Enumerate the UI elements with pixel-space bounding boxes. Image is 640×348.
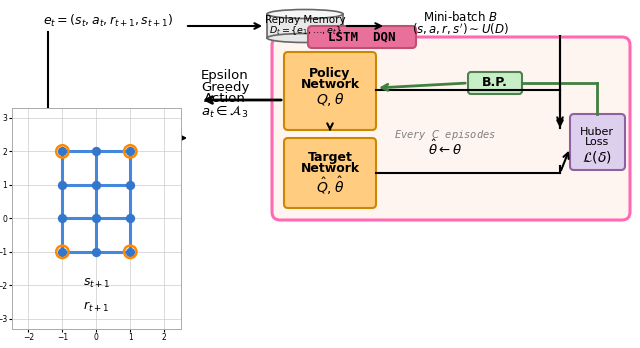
Text: Huber: Huber — [580, 127, 614, 137]
Text: Epsilon: Epsilon — [201, 70, 249, 82]
Polygon shape — [267, 14, 343, 38]
Text: Action: Action — [204, 92, 246, 104]
Point — [58, 149, 67, 154]
Point — [58, 182, 67, 188]
Text: Target: Target — [308, 150, 353, 164]
Text: $s_{t+1}$: $s_{t+1}$ — [83, 277, 110, 290]
Text: LSTM  DQN: LSTM DQN — [328, 31, 396, 44]
Point — [125, 249, 136, 255]
FancyBboxPatch shape — [570, 114, 625, 170]
Point — [91, 149, 101, 154]
Text: Replay Memory: Replay Memory — [265, 15, 346, 25]
Text: B.P.: B.P. — [482, 77, 508, 89]
Ellipse shape — [267, 33, 343, 42]
Point — [58, 249, 67, 255]
Point — [125, 149, 136, 154]
Point — [58, 149, 67, 154]
Text: $a_t \in \mathcal{A}_3$: $a_t \in \mathcal{A}_3$ — [202, 104, 249, 120]
Text: Mini-batch $B$: Mini-batch $B$ — [422, 10, 497, 24]
Point — [125, 249, 136, 255]
Point — [125, 215, 136, 221]
FancyBboxPatch shape — [468, 72, 522, 94]
Text: Loss: Loss — [585, 137, 609, 147]
Text: $D_t = \{e_1, \ldots, e_t\}$: $D_t = \{e_1, \ldots, e_t\}$ — [269, 25, 342, 37]
Text: Greedy: Greedy — [201, 80, 249, 94]
Text: $\mathcal{L}(\delta)$: $\mathcal{L}(\delta)$ — [582, 149, 612, 165]
Text: $(s, a, r, s') \sim U(D)$: $(s, a, r, s') \sim U(D)$ — [412, 21, 509, 37]
Point — [91, 182, 101, 188]
FancyBboxPatch shape — [284, 52, 376, 130]
Text: $Q, \theta$: $Q, \theta$ — [316, 92, 344, 109]
Text: Policy: Policy — [309, 68, 351, 80]
FancyBboxPatch shape — [284, 138, 376, 208]
Text: $e_t = (s_t, a_t, r_{t+1}, s_{t+1})$: $e_t = (s_t, a_t, r_{t+1}, s_{t+1})$ — [43, 13, 173, 29]
Text: Every $C$ episodes: Every $C$ episodes — [394, 128, 496, 142]
Ellipse shape — [267, 9, 343, 18]
Text: $\hat{Q}, \hat{\theta}$: $\hat{Q}, \hat{\theta}$ — [316, 175, 344, 197]
Text: Network: Network — [300, 161, 360, 174]
Point — [125, 149, 136, 154]
FancyBboxPatch shape — [272, 37, 630, 220]
Text: $r_{t+1}$: $r_{t+1}$ — [83, 300, 109, 314]
Point — [58, 215, 67, 221]
FancyBboxPatch shape — [308, 26, 416, 48]
Text: $\hat{\theta} \leftarrow \theta$: $\hat{\theta} \leftarrow \theta$ — [428, 139, 462, 158]
Text: Network: Network — [300, 79, 360, 92]
Point — [91, 249, 101, 255]
Point — [58, 249, 67, 255]
Point — [125, 182, 136, 188]
Point — [91, 215, 101, 221]
